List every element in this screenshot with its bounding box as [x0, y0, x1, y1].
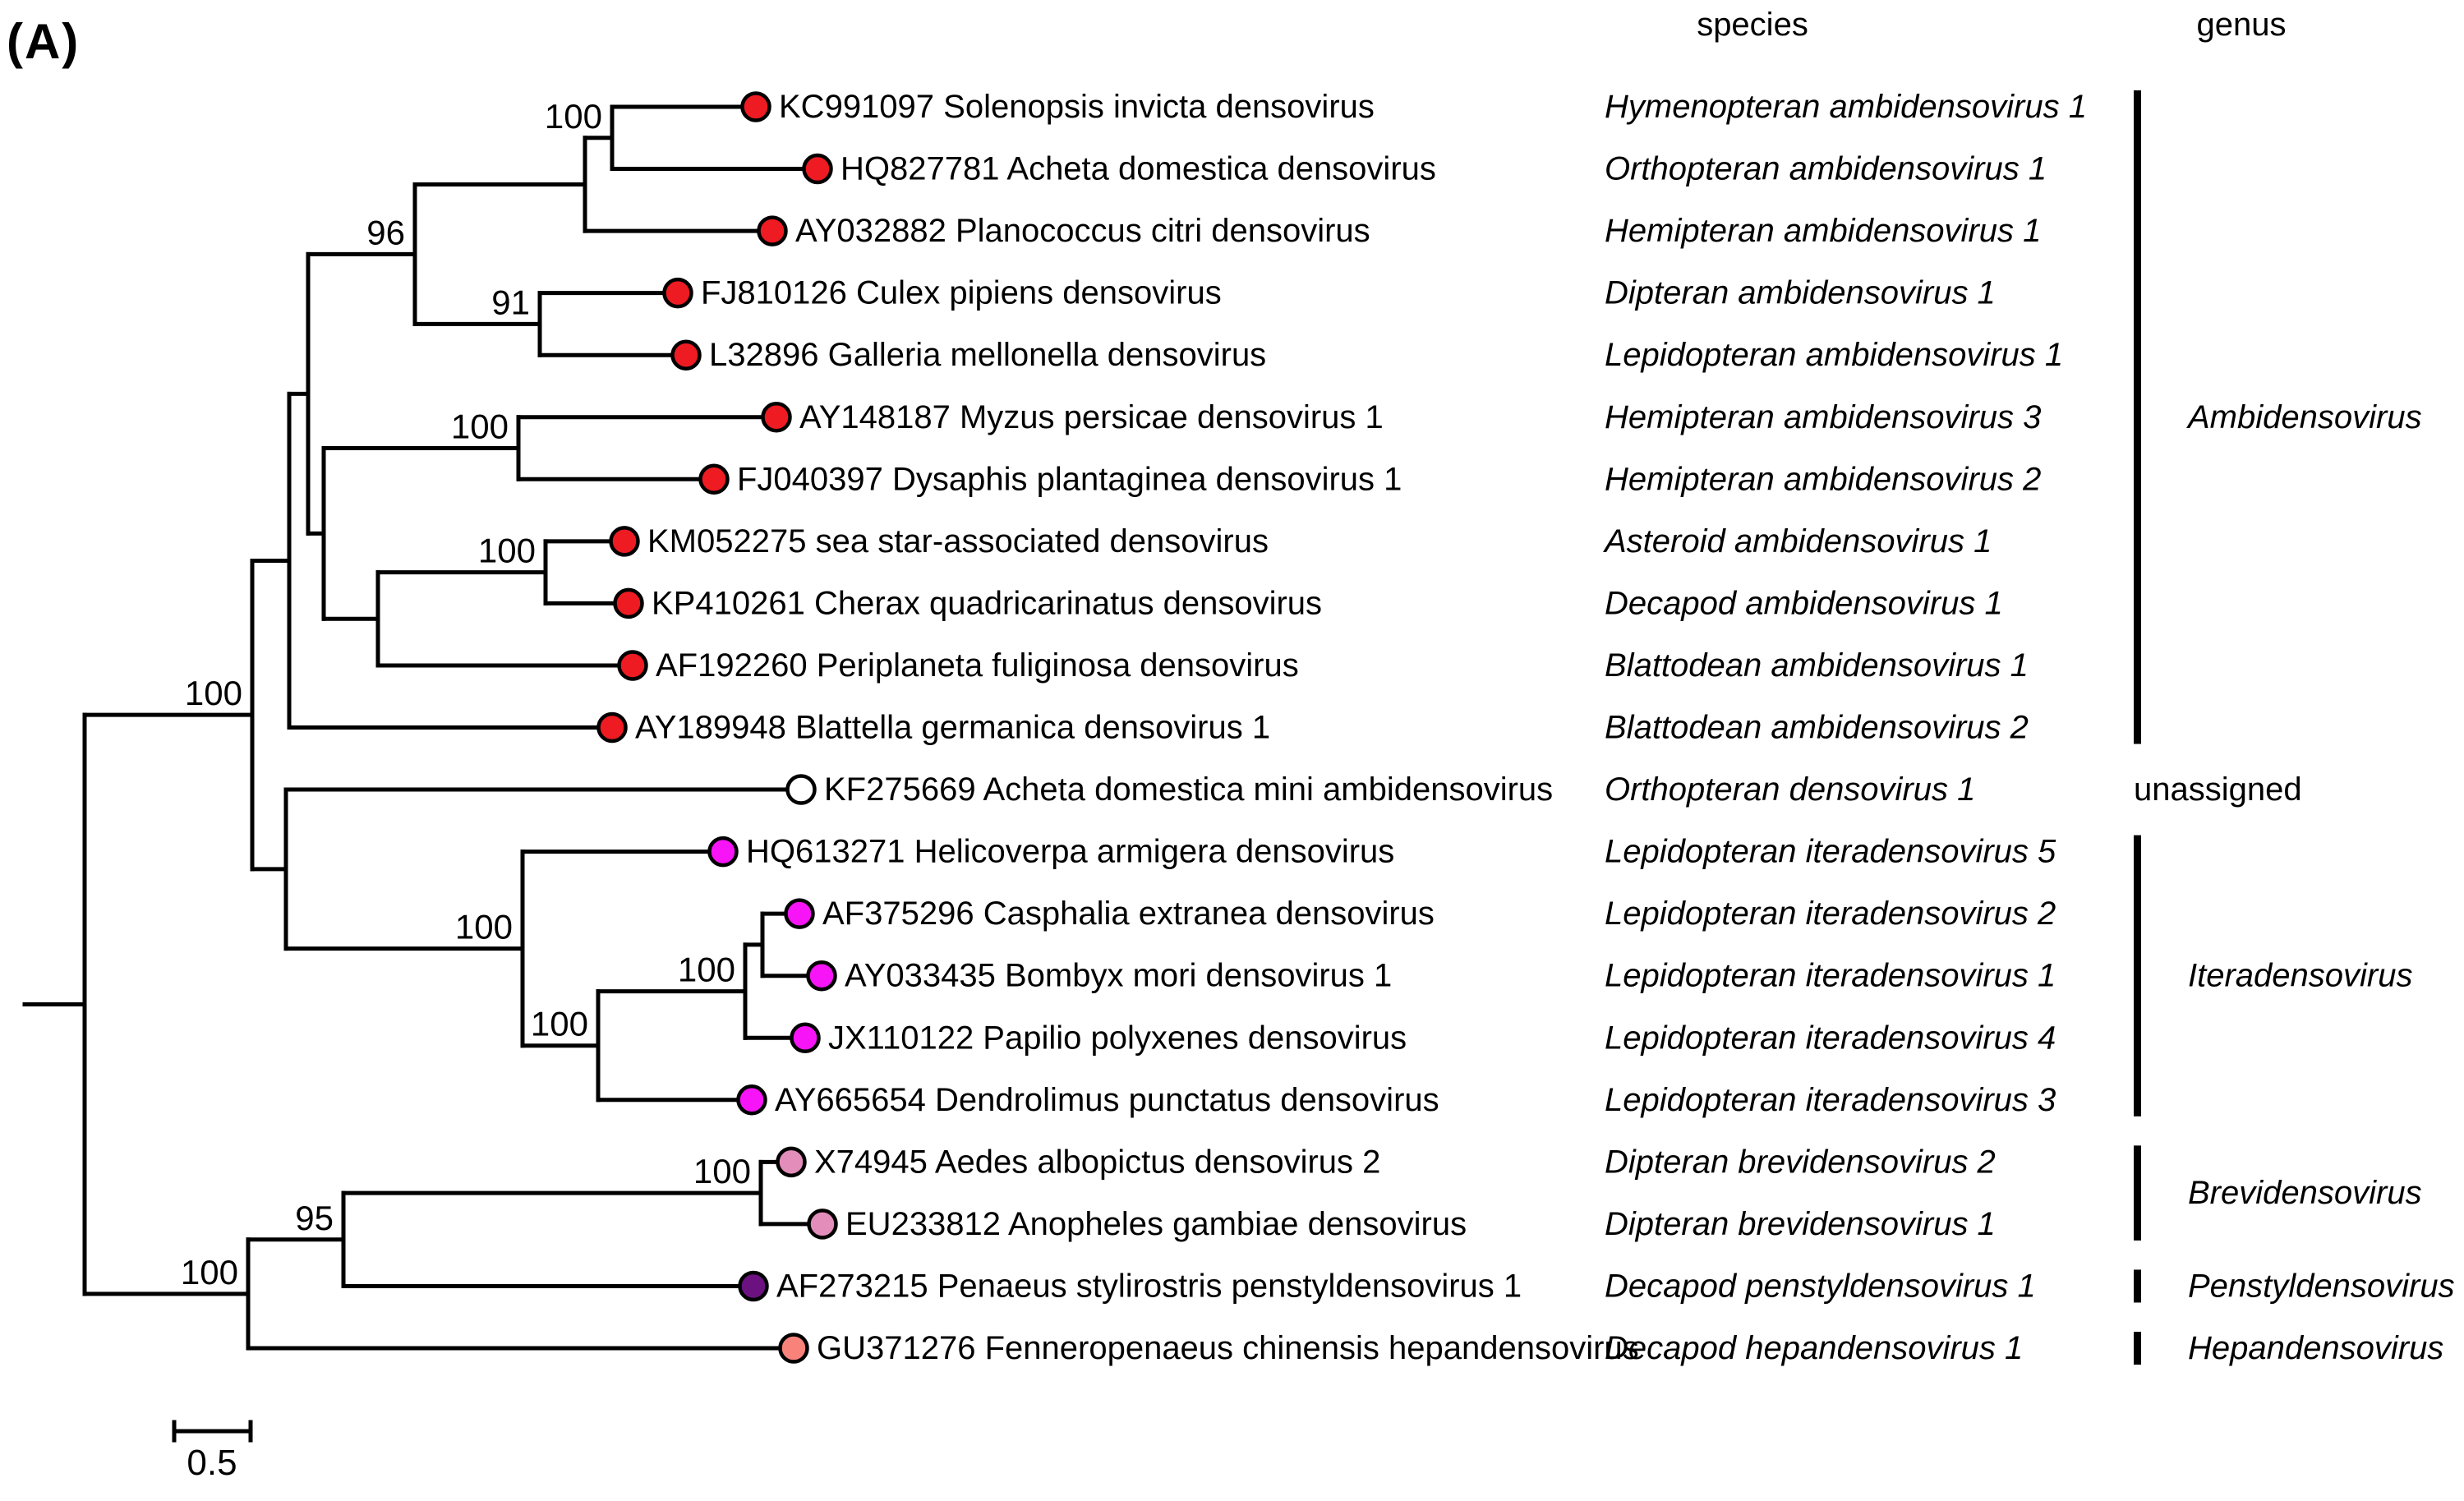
genus-name-label: Ambidensovirus	[2186, 399, 2422, 435]
leaf-taxon-label: X74945 Aedes albopictus densovirus 2	[814, 1144, 1380, 1180]
species-name-label: Orthopteran densovirus 1	[1605, 771, 1975, 808]
leaf-taxon-label: AF273215 Penaeus stylirostris penstylden…	[776, 1268, 1522, 1304]
species-name-label: Hemipteran ambidensovirus 2	[1605, 461, 2041, 497]
leaf-node-circle	[617, 650, 648, 681]
bootstrap-value: 100	[455, 908, 513, 946]
species-name-label: Hemipteran ambidensovirus 1	[1605, 213, 2041, 249]
leaf-taxon-label: AF375296 Casphalia extranea densovirus	[822, 896, 1435, 932]
genus-group-bar	[2134, 835, 2141, 1117]
genus-name-label: Hepandensovirus	[2188, 1330, 2443, 1366]
leaf-node-circle	[670, 339, 702, 371]
leaf-taxon-label: HQ613271 Helicoverpa armigera densovirus	[746, 834, 1394, 870]
panel-label: (A)	[7, 14, 81, 69]
leaf-node-circle	[784, 898, 815, 929]
species-name-label: Lepidopteran iteradensovirus 4	[1605, 1020, 2056, 1056]
leaf-node-circle	[662, 277, 693, 309]
leaf-taxon-label: AY189948 Blattella germanica densovirus …	[635, 710, 1270, 746]
leaf-taxon-label: AY148187 Myzus persicae densovirus 1	[799, 399, 1384, 435]
species-name-label: Blattodean ambidensovirus 1	[1605, 647, 2029, 684]
leaf-taxon-label: KF275669 Acheta domestica mini ambidenso…	[824, 771, 1553, 808]
bootstrap-value: 100	[678, 951, 735, 989]
species-name-label: Lepidopteran iteradensovirus 5	[1605, 834, 2056, 870]
species-name-label: Blattodean ambidensovirus 2	[1605, 710, 2029, 746]
leaf-node-circle	[790, 1022, 821, 1053]
genus-column-header: genus	[2196, 7, 2287, 43]
genus-group-bar	[2134, 90, 2141, 744]
leaf-node-circle	[609, 526, 640, 557]
leaf-taxon-label: L32896 Galleria mellonella densovirus	[709, 337, 1266, 373]
species-name-label: Decapod penstyldensovirus 1	[1605, 1268, 2036, 1304]
leaf-taxon-label: AY033435 Bombyx mori densovirus 1	[845, 958, 1392, 994]
leaf-taxon-label: FJ810126 Culex pipiens densovirus	[701, 275, 1222, 311]
bootstrap-value: 100	[181, 1253, 238, 1292]
leaf-taxon-label: HQ827781 Acheta domestica densovirus	[841, 151, 1436, 187]
species-name-label: Decapod ambidensovirus 1	[1605, 585, 2003, 621]
species-name-label: Asteroid ambidensovirus 1	[1603, 523, 1992, 559]
scale-bar-label: 0.5	[187, 1443, 237, 1483]
leaf-taxon-label: KP410261 Cherax quadricarinatus densovir…	[652, 585, 1322, 621]
species-name-label: Lepidopteran iteradensovirus 2	[1605, 896, 2056, 932]
genus-name-label: Penstyldensovirus	[2188, 1268, 2455, 1304]
leaf-node-circle	[698, 463, 730, 495]
genus-name-label: unassigned	[2134, 771, 2302, 808]
leaf-taxon-label: KM052275 sea star-associated densovirus	[647, 523, 1269, 559]
genus-group-bar	[2134, 1269, 2141, 1303]
species-name-label: Lepidopteran iteradensovirus 3	[1605, 1082, 2056, 1118]
species-name-label: Orthopteran ambidensovirus 1	[1605, 151, 2047, 187]
leaf-taxon-label: AY032882 Planococcus citri densovirus	[795, 213, 1370, 249]
leaf-node-circle	[806, 960, 837, 992]
leaf-node-circle	[802, 153, 833, 185]
leaf-node-circle	[778, 1333, 809, 1364]
leaf-taxon-label: JX110122 Papilio polyxenes densovirus	[828, 1020, 1407, 1056]
genus-name-label: Brevidensovirus	[2188, 1175, 2422, 1211]
leaf-node-circle	[613, 587, 644, 619]
bootstrap-value: 91	[491, 283, 530, 321]
leaf-node-circle	[807, 1209, 838, 1240]
bootstrap-value: 100	[531, 1005, 588, 1043]
species-name-label: Dipteran brevidensovirus 2	[1605, 1144, 1996, 1180]
species-name-label: Lepidopteran ambidensovirus 1	[1605, 337, 2063, 373]
species-name-label: Dipteran brevidensovirus 1	[1605, 1206, 1996, 1242]
leaf-node-circle	[776, 1146, 807, 1178]
species-name-label: Decapod hepandensovirus 1	[1605, 1330, 2023, 1366]
species-name-label: Hymenopteran ambidensovirus 1	[1605, 89, 2087, 125]
genus-name-label: Iteradensovirus	[2188, 958, 2412, 994]
leaf-node-circle	[740, 91, 771, 122]
species-column-header: species	[1697, 7, 1808, 43]
leaf-taxon-label: EU233812 Anopheles gambiae densovirus	[845, 1206, 1467, 1242]
leaf-node-circle	[707, 836, 739, 868]
species-name-label: Hemipteran ambidensovirus 3	[1605, 399, 2041, 435]
species-name-label: Lepidopteran iteradensovirus 1	[1605, 958, 2056, 994]
bootstrap-value: 100	[451, 407, 509, 446]
leaf-node-circle	[785, 774, 817, 805]
bootstrap-value: 100	[478, 532, 536, 570]
genus-group-bar	[2134, 1145, 2141, 1241]
leaf-taxon-label: AF192260 Periplaneta fuliginosa densovir…	[656, 647, 1299, 684]
genus-group-bar	[2134, 1332, 2141, 1365]
leaf-taxon-label: AY665654 Dendrolimus punctatus densoviru…	[775, 1082, 1439, 1118]
leaf-taxon-label: FJ040397 Dysaphis plantaginea densovirus…	[737, 461, 1402, 497]
leaf-node-circle	[761, 402, 792, 433]
species-name-label: Dipteran ambidensovirus 1	[1605, 275, 1996, 311]
leaf-node-circle	[596, 711, 628, 744]
leaf-node-circle	[738, 1270, 769, 1302]
bootstrap-value: 100	[693, 1152, 751, 1190]
bootstrap-value: 96	[366, 213, 405, 251]
leaf-taxon-label: KC991097 Solenopsis invicta densovirus	[779, 89, 1375, 125]
bootstrap-value: 95	[295, 1199, 334, 1237]
leaf-node-circle	[757, 215, 788, 246]
bootstrap-value: 100	[185, 674, 242, 712]
leaf-taxon-label: GU371276 Fenneropenaeus chinensis hepand…	[817, 1330, 1639, 1366]
leaf-node-circle	[736, 1084, 767, 1116]
bootstrap-value: 100	[545, 97, 602, 136]
